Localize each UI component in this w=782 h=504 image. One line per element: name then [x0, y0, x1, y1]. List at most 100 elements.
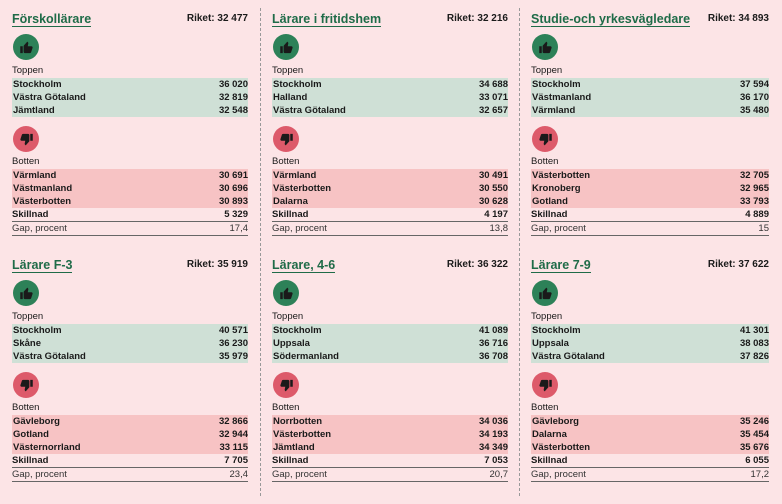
thumbs-down-icon [273, 126, 299, 152]
top-row: Skåne 36 230 [12, 337, 248, 350]
skillnad-label: Skillnad [531, 209, 568, 220]
top-row: Stockholm 41 089 [272, 324, 508, 337]
thumbs-down-icon [532, 126, 558, 152]
skillnad-label: Skillnad [272, 455, 309, 466]
region-salary: 30 628 [478, 196, 508, 207]
bottom-label: Botten [12, 156, 40, 167]
bottom-label: Botten [272, 402, 300, 413]
riket-value: Riket: 32 216 [446, 13, 508, 24]
bottom-row: Västerbotten 35 676 [531, 441, 769, 454]
top-row: Uppsala 36 716 [272, 337, 508, 350]
salary-card-6: Lärare 7-9 Riket: 37 622 Toppen Stockhol… [531, 258, 769, 484]
region-salary: 30 893 [218, 196, 248, 207]
top-row: Jämtland 32 548 [12, 104, 248, 117]
region-name: Västra Götaland [532, 351, 605, 362]
gap-value: 17,4 [229, 223, 249, 234]
region-name: Västmanland [13, 183, 73, 194]
thumbs-up-icon [532, 34, 558, 60]
region-salary: 38 083 [739, 338, 769, 349]
region-salary: 32 657 [478, 105, 508, 116]
region-salary: 30 491 [478, 170, 508, 181]
gap-row: Gap, procent 17,4 [12, 222, 248, 236]
top-row: Västra Götaland 37 826 [531, 350, 769, 363]
top-row: Södermanland 36 708 [272, 350, 508, 363]
region-name: Gotland [13, 429, 49, 440]
thumbs-up-icon [273, 34, 299, 60]
region-salary: 33 071 [478, 92, 508, 103]
region-salary: 32 819 [218, 92, 248, 103]
region-name: Gävleborg [532, 416, 579, 427]
region-name: Skåne [13, 338, 41, 349]
thumbs-down-icon [532, 372, 558, 398]
region-name: Värmland [273, 170, 317, 181]
region-salary: 30 550 [478, 183, 508, 194]
bottom-label: Botten [531, 402, 559, 413]
gap-label: Gap, procent [12, 223, 67, 234]
bottom-row: Kronoberg 32 965 [531, 182, 769, 195]
bottom-row: Dalarna 35 454 [531, 428, 769, 441]
region-name: Västerbotten [532, 170, 591, 181]
region-salary: 30 691 [218, 170, 248, 181]
region-salary: 32 965 [739, 183, 769, 194]
gap-label: Gap, procent [531, 223, 586, 234]
region-name: Gotland [532, 196, 568, 207]
region-name: Kronoberg [532, 183, 581, 194]
skillnad-label: Skillnad [272, 209, 309, 220]
thumbs-up-icon [13, 34, 39, 60]
top-label: Toppen [272, 65, 304, 76]
skillnad-row: Skillnad 6 055 [531, 454, 769, 468]
riket-value: Riket: 34 893 [707, 13, 769, 24]
gap-label: Gap, procent [531, 469, 586, 480]
region-salary: 36 716 [478, 338, 508, 349]
skillnad-value: 4 197 [484, 209, 508, 220]
bottom-row: Gävleborg 35 246 [531, 415, 769, 428]
region-salary: 33 115 [219, 442, 248, 453]
bottom-row: Västmanland 30 696 [12, 182, 248, 195]
bottom-row: Västerbotten 30 893 [12, 195, 248, 208]
bottom-row: Västernorrland 33 115 [12, 441, 248, 454]
region-salary: 34 688 [478, 79, 508, 90]
region-salary: 32 548 [218, 105, 248, 116]
region-salary: 36 708 [478, 351, 508, 362]
region-name: Stockholm [273, 325, 322, 336]
gap-row: Gap, procent 23,4 [12, 468, 248, 482]
region-name: Västra Götaland [273, 105, 346, 116]
bottom-regions: Gävleborg 32 866 Gotland 32 944 Västerno… [12, 415, 248, 454]
top-regions: Stockholm 41 301 Uppsala 38 083 Västra G… [531, 324, 769, 363]
card-title: Lärare F-3 [12, 258, 73, 273]
region-salary: 40 571 [218, 325, 248, 336]
bottom-row: Jämtland 34 349 [272, 441, 508, 454]
region-salary: 37 826 [739, 351, 769, 362]
skillnad-value: 7 705 [224, 455, 248, 466]
bottom-regions: Gävleborg 35 246 Dalarna 35 454 Västerbo… [531, 415, 769, 454]
salary-card-3: Studie-och yrkesvägledare Riket: 34 893 … [531, 12, 769, 238]
card-header: Lärare, 4-6 Riket: 36 322 [272, 258, 508, 274]
top-row: Västra Götaland 32 819 [12, 91, 248, 104]
region-name: Dalarna [532, 429, 567, 440]
skillnad-label: Skillnad [531, 455, 568, 466]
top-label: Toppen [12, 65, 44, 76]
region-name: Västmanland [532, 92, 592, 103]
top-regions: Stockholm 37 594 Västmanland 36 170 Värm… [531, 78, 769, 117]
bottom-row: Gävleborg 32 866 [12, 415, 248, 428]
column-divider-2 [519, 8, 520, 496]
gap-row: Gap, procent 20,7 [272, 468, 508, 482]
top-label: Toppen [531, 65, 563, 76]
bottom-label: Botten [531, 156, 559, 167]
region-name: Västra Götaland [13, 92, 86, 103]
bottom-row: Värmland 30 491 [272, 169, 508, 182]
card-header: Förskollärare Riket: 32 477 [12, 12, 248, 28]
region-name: Dalarna [273, 196, 308, 207]
gap-value: 20,7 [489, 469, 509, 480]
region-salary: 36 230 [218, 338, 248, 349]
region-name: Värmland [13, 170, 57, 181]
thumbs-up-icon [273, 280, 299, 306]
top-row: Stockholm 36 020 [12, 78, 248, 91]
card-title: Lärare, 4-6 [272, 258, 336, 273]
salary-card-2: Lärare i fritidshem Riket: 32 216 Toppen… [272, 12, 508, 238]
region-salary: 34 349 [478, 442, 508, 453]
bottom-regions: Västerbotten 32 705 Kronoberg 32 965 Got… [531, 169, 769, 208]
card-header: Lärare 7-9 Riket: 37 622 [531, 258, 769, 274]
region-name: Västerbotten [273, 183, 332, 194]
region-salary: 32 944 [218, 429, 248, 440]
